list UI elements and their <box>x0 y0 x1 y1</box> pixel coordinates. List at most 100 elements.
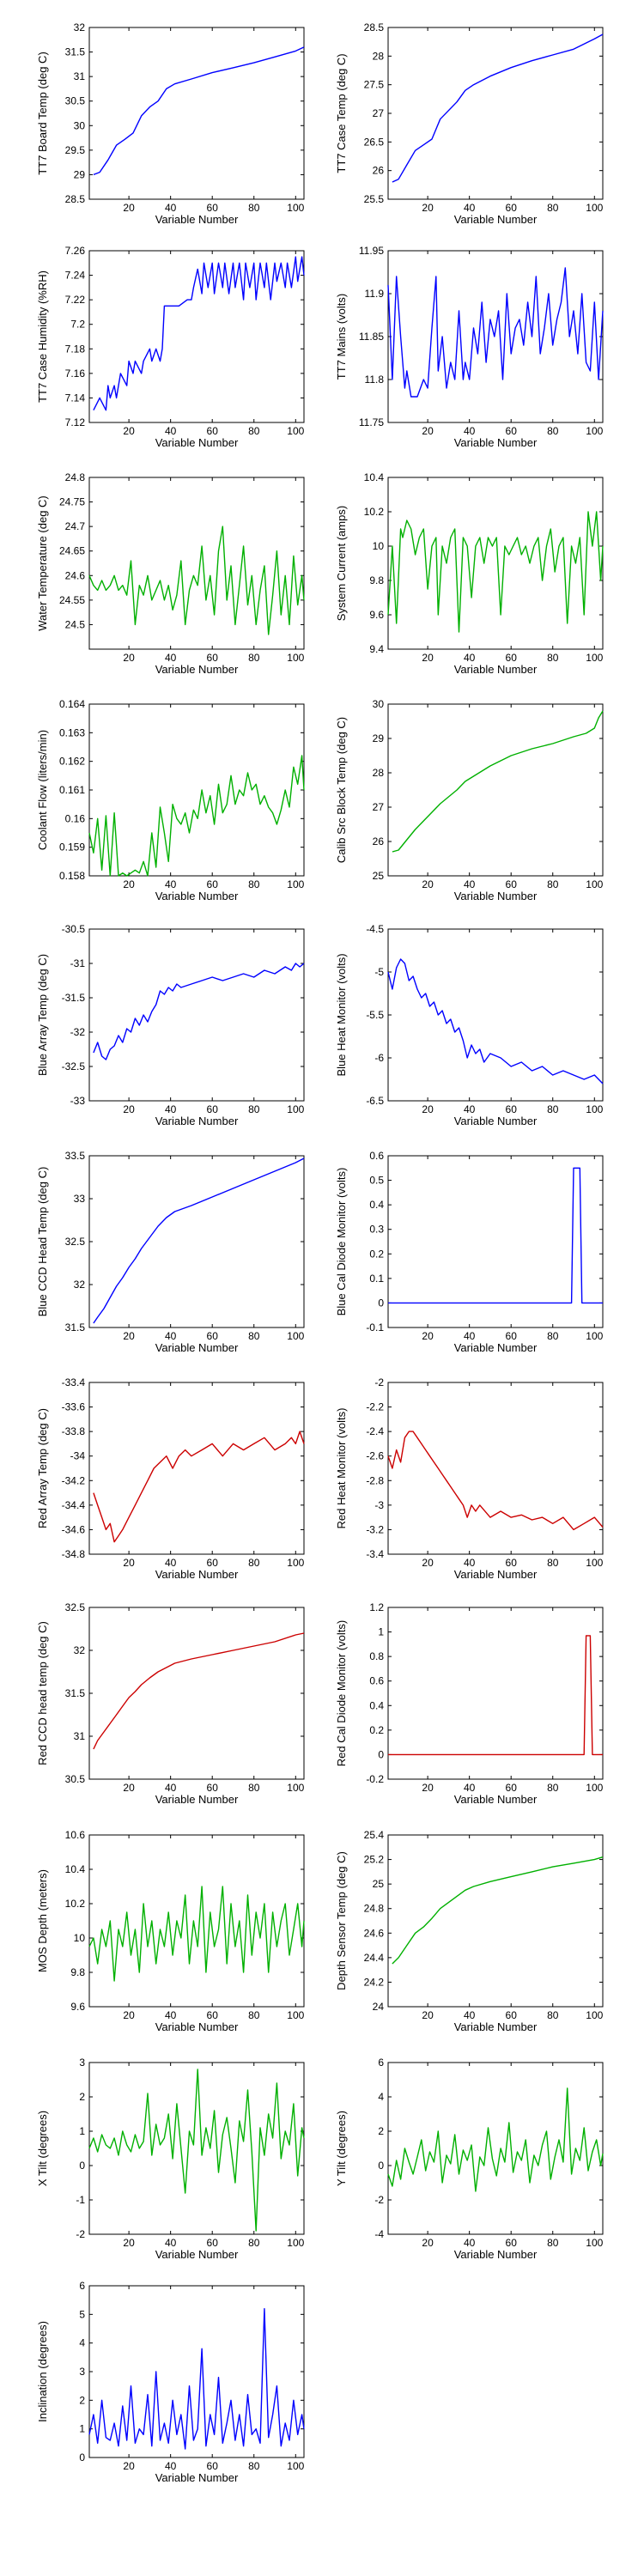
chart-6-y-tick-label: 9.4 <box>369 643 384 655</box>
chart-6-y-tick-label: 10 <box>373 540 385 552</box>
chart-6-x-tick-label: 60 <box>506 652 518 664</box>
chart-2: 20 40 60 80 100 25.5 26 26.5 27 27.5 28 28.5 Variabl… <box>335 21 604 226</box>
chart-8-y-tick-label: 27 <box>373 801 385 813</box>
chart-5-y-tick-label: 24.5 <box>65 618 86 630</box>
chart-21-y-label: Inclination (degrees) <box>36 2321 49 2422</box>
chart-20-series-line <box>387 2087 604 2192</box>
chart-17-axes-box <box>88 1834 305 2008</box>
chart-20-x-label: Variable Number <box>454 2248 538 2261</box>
chart-7-x-tick-label: 20 <box>123 878 135 890</box>
chart-14-series-line <box>387 1431 604 1531</box>
chart-21-series-line <box>88 2307 305 2450</box>
chart-13-x-tick-label: 60 <box>207 1557 219 1569</box>
chart-18-y-tick-label: 24.8 <box>364 1903 385 1915</box>
chart-7-x-tick-label: 60 <box>207 878 219 890</box>
chart-9-y-tick-label: -33 <box>70 1095 86 1107</box>
chart-19-y-tick-label: 1 <box>79 2125 85 2137</box>
chart-11-y-tick-label: 33 <box>74 1193 86 1205</box>
chart-7: 20 40 60 80 100 0.158 0.159 0.16 0.161 0.162 0.163… <box>36 698 305 902</box>
chart-19-x-tick-label: 20 <box>123 2237 135 2249</box>
chart-13-series-line <box>93 1431 305 1543</box>
chart-1-y-tick-label: 29 <box>74 168 86 180</box>
chart-17-y-tick-label: 10.6 <box>65 1829 86 1841</box>
chart-1-y-tick-label: 30 <box>74 119 86 131</box>
chart-1-axes-box <box>88 27 305 200</box>
chart-12-series-line <box>388 1167 603 1304</box>
chart-19-x-tick-label: 60 <box>207 2237 219 2249</box>
chart-13-y-label: Red Array Temp (deg C) <box>36 1408 49 1528</box>
chart-8-y-tick-label: 28 <box>373 767 385 779</box>
chart-16-x-tick-label: 20 <box>422 1782 434 1794</box>
chart-11-x-tick-label: 40 <box>165 1330 177 1342</box>
chart-8-y-tick-label: 30 <box>373 698 385 710</box>
chart-8-y-tick-label: 29 <box>373 732 385 744</box>
chart-1-y-tick-label: 31.5 <box>65 46 86 58</box>
chart-4-y-tick-label: 11.9 <box>365 288 385 300</box>
chart-2-x-tick-label: 80 <box>547 202 559 214</box>
chart-5-axes-box <box>88 477 305 650</box>
chart-20-y-tick-label: 4 <box>378 2091 384 2103</box>
chart-13-x-tick-label: 80 <box>248 1557 260 1569</box>
chart-2-x-tick-label: 60 <box>506 202 518 214</box>
chart-14-y-tick-label: -3.2 <box>366 1523 384 1535</box>
chart-14-x-tick-label: 80 <box>547 1557 559 1569</box>
chart-3-y-tick-label: 7.22 <box>65 294 86 306</box>
chart-10-y-label: Blue Heat Monitor (volts) <box>335 953 348 1076</box>
chart-21-x-label: Variable Number <box>155 2471 239 2484</box>
chart-8-x-tick-label: 40 <box>464 878 476 890</box>
chart-6-x-tick-label: 100 <box>586 652 603 664</box>
chart-18-x-tick-label: 40 <box>464 2009 476 2021</box>
chart-1-y-tick-label: 29.5 <box>65 144 86 156</box>
chart-19-x-label: Variable Number <box>155 2248 239 2261</box>
chart-21-x-tick-label: 60 <box>207 2460 219 2472</box>
chart-20-x-tick-label: 80 <box>547 2237 559 2249</box>
chart-1-series-line <box>93 46 305 176</box>
chart-11-x-label: Variable Number <box>155 1341 239 1354</box>
chart-16-y-label: Red Cal Diode Monitor (volts) <box>335 1620 348 1767</box>
chart-14-y-tick-label: -2 <box>374 1376 384 1388</box>
chart-12-y-tick-label: 0.1 <box>369 1273 384 1285</box>
chart-2-y-tick-label: 26 <box>373 165 385 177</box>
chart-16-y-tick-label: 1.2 <box>369 1601 384 1613</box>
chart-4: 20 40 60 80 100 11.75 11.8 11.85 11.9 11.95 Variab… <box>335 245 604 449</box>
chart-12-y-tick-label: 0.2 <box>369 1248 384 1260</box>
chart-20-y-tick-label: -2 <box>374 2194 384 2206</box>
chart-17-y-tick-label: 9.8 <box>70 1966 85 1978</box>
chart-18-y-tick-label: 25.2 <box>364 1854 385 1866</box>
chart-15-y-tick-label: 32 <box>74 1644 86 1656</box>
chart-6-x-tick-label: 40 <box>464 652 476 664</box>
chart-2-y-tick-label: 27 <box>373 107 385 119</box>
chart-21-x-tick-label: 100 <box>287 2460 304 2472</box>
chart-11-x-tick-label: 60 <box>207 1330 219 1342</box>
chart-17-x-label: Variable Number <box>155 2020 239 2033</box>
chart-6-y-label: System Current (amps) <box>335 506 348 621</box>
chart-3-y-tick-label: 7.26 <box>65 245 86 257</box>
chart-14-y-tick-label: -2.2 <box>366 1401 384 1413</box>
chart-18-y-tick-label: 24 <box>373 2001 385 2013</box>
chart-1-y-tick-label: 32 <box>74 21 86 33</box>
chart-17-x-tick-label: 40 <box>165 2009 177 2021</box>
chart-4-y-label: TT7 Mains (volts) <box>335 294 348 380</box>
chart-18-y-tick-label: 25.4 <box>364 1829 385 1841</box>
chart-9-y-tick-label: -32 <box>70 1026 86 1038</box>
chart-5-y-label: Water Temperature (deg C) <box>36 495 49 631</box>
chart-1-x-tick-label: 100 <box>287 202 304 214</box>
chart-20-x-tick-label: 60 <box>506 2237 518 2249</box>
chart-10-y-tick-label: -5.5 <box>366 1009 384 1021</box>
chart-10-x-tick-label: 40 <box>464 1103 476 1115</box>
chart-17-y-tick-label: 10 <box>74 1932 86 1944</box>
chart-18-y-tick-label: 25 <box>373 1878 385 1890</box>
chart-2-x-label: Variable Number <box>454 213 538 226</box>
chart-12-x-tick-label: 20 <box>422 1330 434 1342</box>
chart-5-y-tick-label: 24.65 <box>59 545 85 557</box>
chart-17-y-label: MOS Depth (meters) <box>36 1869 49 1972</box>
chart-19-y-tick-label: -2 <box>76 2228 85 2240</box>
chart-3-y-tick-label: 7.12 <box>65 416 86 428</box>
chart-10-x-tick-label: 60 <box>506 1103 518 1115</box>
chart-15-y-tick-label: 31.5 <box>65 1687 86 1699</box>
chart-16-x-tick-label: 60 <box>506 1782 518 1794</box>
chart-3-x-tick-label: 20 <box>123 425 135 437</box>
chart-5-x-tick-label: 80 <box>248 652 260 664</box>
chart-12-x-tick-label: 40 <box>464 1330 476 1342</box>
chart-2-y-tick-label: 25.5 <box>364 193 385 205</box>
